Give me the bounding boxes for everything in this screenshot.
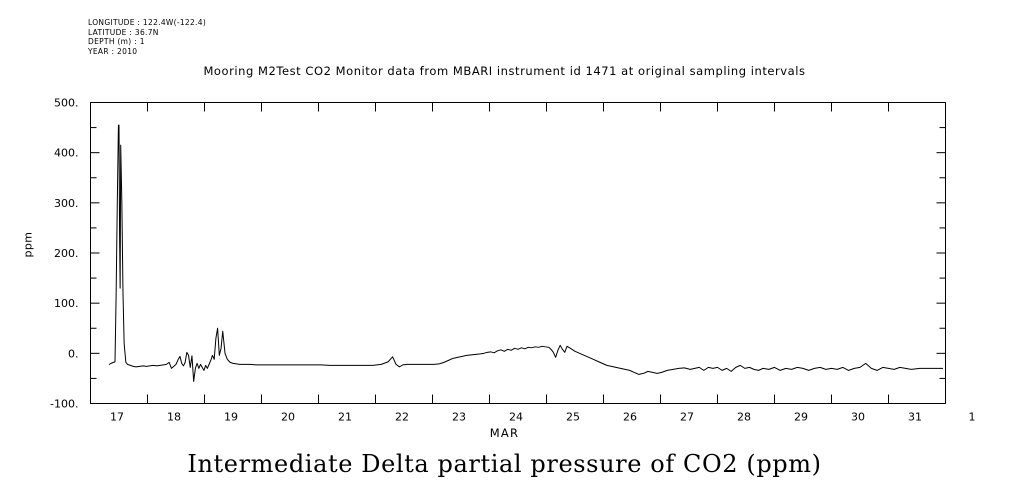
y-axis-ticks: -100. 0. 100. 200. 300. 400. 500. <box>50 97 946 411</box>
x-axis-label: MAR <box>489 426 520 440</box>
x-tick-label: 26 <box>623 411 637 424</box>
plot-frame <box>90 102 946 404</box>
x-tick-label: 31 <box>908 411 922 424</box>
x-tick-label: 30 <box>851 411 865 424</box>
x-tick-label: 27 <box>680 411 694 424</box>
metadata-latitude: LATITUDE : 36.7N <box>88 27 159 37</box>
x-tick-label: 24 <box>509 411 523 424</box>
x-tick-label: 22 <box>395 411 409 424</box>
y-tick-label: 300. <box>54 197 79 210</box>
metadata-block: LONGITUDE : 122.4W(-122.4) LATITUDE : 36… <box>88 18 206 56</box>
x-tick-label: 1 <box>969 411 976 424</box>
x-tick-label: 29 <box>794 411 808 424</box>
data-series-line <box>108 124 944 382</box>
y-tick-label: 500. <box>54 97 79 110</box>
x-tick-label: 19 <box>224 411 238 424</box>
plot-title: Mooring M2Test CO2 Monitor data from MBA… <box>203 64 806 78</box>
y-axis-label: ppm <box>21 231 35 258</box>
x-tick-label: 20 <box>281 411 295 424</box>
x-axis-ticks: 17 18 19 20 21 22 23 24 25 26 27 28 29 30 31 1 <box>90 102 976 424</box>
x-tick-label: 18 <box>167 411 181 424</box>
x-tick-label: 25 <box>566 411 580 424</box>
bottom-caption: Intermediate Delta partial pressure of C… <box>187 450 822 478</box>
y-tick-label: 200. <box>54 247 79 260</box>
y-tick-label: 100. <box>54 297 79 310</box>
metadata-longitude: LONGITUDE : 122.4W(-122.4) <box>88 18 207 27</box>
metadata-year: YEAR : 2010 <box>88 46 138 56</box>
y-tick-label: 400. <box>54 147 79 160</box>
x-tick-label: 28 <box>737 411 751 424</box>
x-tick-label: 21 <box>338 411 352 424</box>
y-tick-label: 0. <box>68 347 79 360</box>
x-tick-label: 23 <box>452 411 466 424</box>
x-tick-label: 17 <box>110 411 124 424</box>
metadata-depth: DEPTH (m) : 1 <box>88 37 145 47</box>
y-tick-label: -100. <box>50 398 78 411</box>
